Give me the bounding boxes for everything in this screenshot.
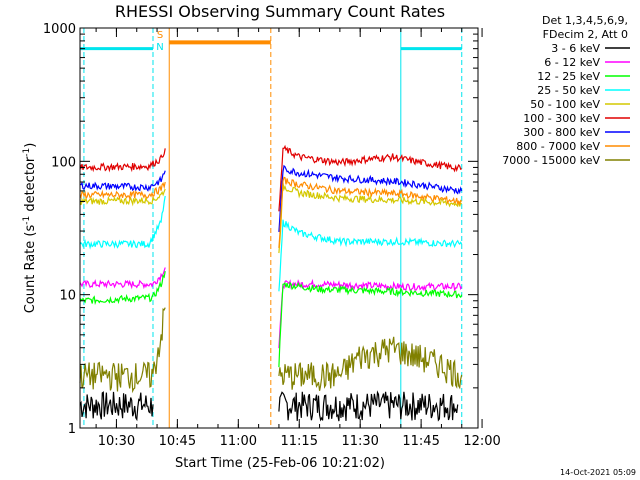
x-tick-label-1: 10:45 (159, 434, 196, 449)
x-tick-label-2: 11:00 (220, 434, 257, 449)
legend-label-1: 6 - 12 keV (544, 56, 600, 69)
series-line-5-1 (278, 144, 462, 212)
series-line-8-0 (79, 307, 166, 394)
state-label-n: N (156, 42, 163, 53)
y-label-mid: detector (23, 156, 38, 216)
series-line-3-1 (278, 219, 463, 292)
x-axis-label: Start Time (25-Feb-06 10:21:02) (175, 456, 385, 471)
x-tick-label-3: 11:15 (281, 434, 318, 449)
series-line-6-0 (79, 170, 166, 192)
series-line-6-1 (278, 164, 463, 232)
legend-label-2: 12 - 25 keV (537, 70, 600, 83)
y-label-end: ) (23, 143, 38, 148)
series-line-1-1 (278, 278, 463, 349)
series-line-0-0 (79, 391, 154, 422)
legend-label-3: 25 - 50 keV (537, 84, 600, 97)
legend-label-0: 3 - 6 keV (551, 42, 600, 55)
legend-label-5: 100 - 300 keV (523, 112, 600, 125)
plot-content: SN (79, 28, 463, 428)
x-tick-label-6: 12:00 (463, 434, 500, 449)
x-tick-label-0: 10:30 (98, 434, 135, 449)
y-label-text: Count Rate (s (23, 225, 38, 314)
series-line-4-0 (79, 188, 166, 207)
x-tick-label-5: 11:45 (402, 434, 439, 449)
y-axis-label: Count Rate (s-1 detector-1) (22, 143, 38, 314)
series-line-0-1 (278, 390, 459, 422)
chart-title: RHESSI Observing Summary Count Rates (115, 2, 445, 21)
axes: 1 10 100 1000 10:30 10:45 11:00 11:15 11:30 11:45… (43, 22, 501, 449)
series-line-2-0 (79, 271, 166, 306)
legend-label-7: 800 - 7000 keV (516, 140, 600, 153)
series-line-3-0 (79, 195, 166, 250)
series-line-5-0 (79, 148, 166, 173)
legend: Det 1,3,4,5,6,9, FDecim 2, Att 0 3 - 6 k… (502, 14, 630, 167)
x-tick-label-4: 11:30 (341, 434, 378, 449)
series-line-2-1 (278, 281, 463, 368)
series-line-8-1 (278, 336, 463, 391)
y-tick-label-0: 1 (68, 422, 76, 437)
legend-label-8: 7000 - 15000 keV (502, 154, 600, 167)
y-tick-label-1: 10 (59, 289, 76, 304)
legend-header-1: Det 1,3,4,5,6,9, (542, 14, 628, 27)
plot-timestamp: 14-Oct-2021 05:09 (560, 468, 636, 477)
series-line-7-0 (79, 181, 166, 201)
state-label-s: S (157, 30, 163, 41)
legend-label-6: 300 - 800 keV (523, 126, 600, 139)
series-line-7-1 (278, 176, 463, 248)
series-line-1-0 (79, 267, 166, 290)
y-tick-label-2: 100 (51, 155, 76, 170)
y-label-exp2: -1 (22, 148, 32, 157)
legend-header-2: FDecim 2, Att 0 (543, 28, 628, 41)
legend-label-4: 50 - 100 keV (530, 98, 600, 111)
series-line-4-1 (278, 183, 463, 254)
y-tick-label-3: 1000 (43, 22, 76, 37)
y-label-exp1: -1 (22, 216, 32, 225)
